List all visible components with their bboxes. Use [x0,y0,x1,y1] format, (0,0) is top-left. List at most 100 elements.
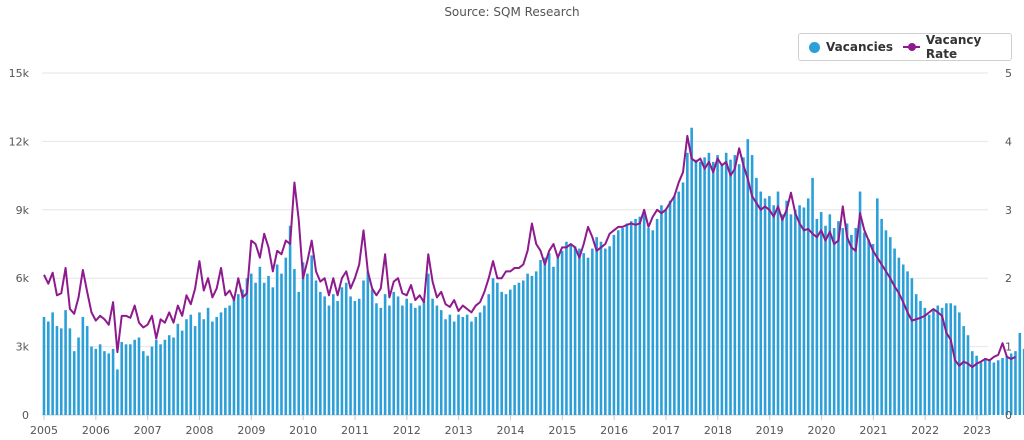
vacancies-bar[interactable] [975,355,978,415]
vacancies-bar[interactable] [129,344,132,415]
vacancies-bar[interactable] [854,228,858,415]
vacancies-bar[interactable] [193,326,197,415]
vacancies-bar[interactable] [435,305,439,415]
vacancies-bar[interactable] [634,218,637,415]
vacancies-bar[interactable] [59,328,63,415]
vacancies-bar[interactable] [271,287,275,415]
vacancies-bar[interactable] [798,205,801,415]
vacancies-bar[interactable] [720,164,724,415]
vacancies-bar[interactable] [224,307,227,415]
vacancies-bar[interactable] [776,191,780,415]
vacancies-bar[interactable] [146,355,149,415]
vacancies-bar[interactable] [98,344,102,415]
vacancies-bar[interactable] [832,228,836,415]
vacancies-bar[interactable] [496,282,499,415]
vacancies-bar[interactable] [586,257,590,415]
vacancies-bar[interactable] [850,234,853,415]
vacancies-bar[interactable] [72,351,76,415]
vacancies-bar[interactable] [638,216,642,415]
vacancies-bar[interactable] [897,257,901,415]
vacancies-bar[interactable] [465,314,469,415]
vacancies-bar[interactable] [491,278,495,415]
vacancies-bar[interactable] [811,177,814,415]
vacancies-bar[interactable] [237,294,240,415]
vacancies-bar[interactable] [996,360,1000,415]
vacancies-bar[interactable] [452,321,456,415]
vacancies-bar[interactable] [651,230,655,415]
vacancies-bar[interactable] [971,351,974,415]
vacancies-bar[interactable] [1009,353,1013,415]
vacancies-bar[interactable] [686,152,689,416]
vacancies-bar[interactable] [77,337,80,415]
vacancies-bar[interactable] [556,257,560,415]
vacancies-bar[interactable] [81,316,85,415]
vacancies-bar[interactable] [142,351,145,415]
vacancies-bar[interactable] [215,316,218,415]
vacancies-bar[interactable] [232,298,236,415]
vacancies-bar[interactable] [824,225,827,415]
vacancies-bar[interactable] [431,298,434,415]
vacancies-bar[interactable] [301,262,305,415]
vacancies-bar[interactable] [565,241,568,415]
vacancies-bar[interactable] [521,280,525,415]
vacancies-bar[interactable] [707,152,711,416]
vacancies-bar[interactable] [275,264,279,415]
vacancies-bar[interactable] [781,214,784,415]
vacancies-bar[interactable] [198,312,201,415]
vacancies-bar[interactable] [880,218,883,415]
vacancies-bar[interactable] [258,266,262,415]
vacancies-bar[interactable] [755,177,758,415]
vacancies-bar[interactable] [526,273,529,415]
vacancies-bar[interactable] [841,228,845,415]
vacancies-bar[interactable] [979,362,983,415]
vacancies-bar[interactable] [249,273,253,415]
vacancies-bar[interactable] [159,344,162,415]
vacancies-bar[interactable] [504,294,508,415]
vacancies-bar[interactable] [366,271,370,415]
vacancies-bar[interactable] [94,348,98,415]
vacancies-bar[interactable] [699,161,702,415]
vacancies-bar[interactable] [211,321,214,415]
vacancies-bar[interactable] [906,271,909,415]
vacancies-bar[interactable] [500,291,503,415]
vacancies-bar[interactable] [1005,355,1009,415]
vacancies-bar[interactable] [1022,348,1024,415]
vacancies-bar[interactable] [789,214,793,415]
vacancies-bar[interactable] [578,248,581,415]
vacancies-bar[interactable] [716,155,719,415]
vacancies-bar[interactable] [409,303,413,415]
vacancies-bar[interactable] [323,296,326,415]
vacancies-bar[interactable] [297,291,301,415]
vacancies-bar[interactable] [1018,332,1022,415]
vacancies-bar[interactable] [107,353,111,415]
vacancies-bar[interactable] [655,218,659,415]
vacancies-bar[interactable] [746,139,750,415]
vacancies-bar[interactable] [845,223,849,415]
vacancies-bar[interactable] [677,191,680,415]
vacancies-bar[interactable] [478,312,482,415]
vacancies-bar[interactable] [711,161,715,415]
vacancies-bar[interactable] [763,198,767,415]
vacancies-bar[interactable] [422,301,426,415]
vacancies-bar[interactable] [608,246,611,415]
vacancies-bar[interactable] [284,257,288,415]
vacancies-bar[interactable] [219,312,223,415]
vacancies-bar[interactable] [901,264,905,415]
vacancies-bar[interactable] [642,212,646,415]
vacancies-bar[interactable] [560,250,564,415]
vacancies-bar[interactable] [625,223,629,415]
vacancies-bar[interactable] [884,230,888,415]
vacancies-bar[interactable] [47,321,50,415]
vacancies-bar[interactable] [180,330,184,415]
vacancies-bar[interactable] [927,314,931,415]
vacancies-bar[interactable] [111,348,115,415]
vacancies-bar[interactable] [133,339,136,415]
vacancies-bar[interactable] [759,191,763,415]
vacancies-bar[interactable] [629,221,633,415]
vacancies-bar[interactable] [293,269,296,415]
vacancies-bar[interactable] [483,305,486,415]
vacancies-bar[interactable] [439,310,443,415]
vacancies-bar[interactable] [828,214,832,415]
vacancies-bar[interactable] [314,280,318,415]
vacancies-bar[interactable] [876,198,879,415]
